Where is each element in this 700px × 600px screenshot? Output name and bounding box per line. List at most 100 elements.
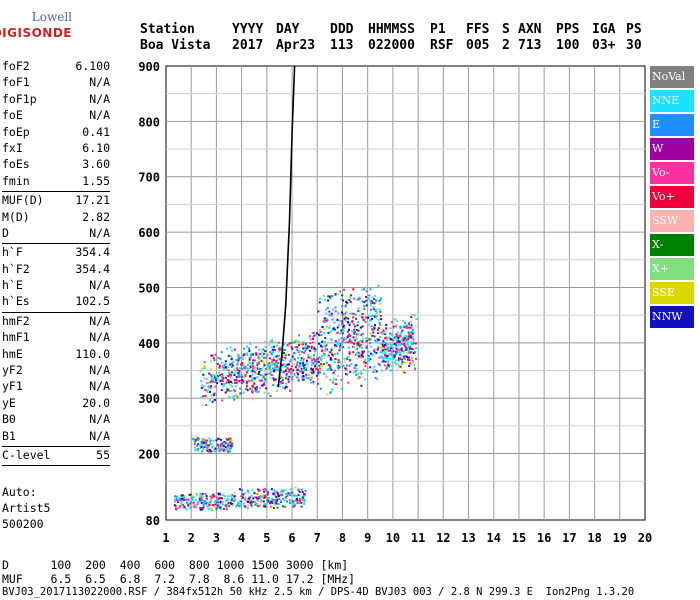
echo-point [340,346,343,349]
echo-point [285,375,288,378]
echo-point [252,359,255,362]
echo-point [351,330,354,333]
header-ffs-value: 005 [466,38,490,53]
echo-point [299,362,302,365]
echo-point [407,348,410,351]
echo-point [392,343,395,346]
echo-point [376,348,379,351]
param-row: B1 N/A [2,428,110,444]
echo-point [195,448,198,451]
echo-point [283,499,286,502]
echo-point [247,501,249,503]
echo-point [323,353,326,356]
echo-point [330,349,333,351]
echo-point [368,294,371,297]
echo-point [177,497,180,500]
param-key: hmF2 [2,313,30,328]
echo-point [279,376,282,379]
echo-point [345,338,348,341]
echo-point [297,349,300,352]
echo-point [378,321,381,324]
param-row: yF1 N/A [2,378,110,394]
echo-point [201,450,204,453]
echo-point [235,367,238,370]
autoscaling-info: Auto: Artist5 500200 [2,484,50,532]
echo-point [321,355,323,357]
echo-point [388,365,390,368]
echo-point [291,491,294,494]
echo-point [199,440,202,443]
echo-point [312,356,315,359]
echo-point [339,298,342,301]
echo-point [289,358,292,361]
echo-point [327,299,330,302]
echo-point [213,378,216,380]
param-row: foF1 N/A [2,74,110,90]
echo-point [367,297,369,300]
echo-point [276,506,279,509]
echo-point [282,490,284,493]
echo-point [263,503,266,506]
echo-point [257,372,260,375]
echo-point [266,493,269,496]
echo-point [207,386,210,389]
echo-point [298,369,301,372]
echo-point [245,367,248,370]
echo-point [324,345,327,348]
echo-point [350,340,353,343]
param-key: MUF(D) [2,193,44,208]
echo-point [206,449,209,452]
echo-point [311,335,314,338]
echo-point [348,312,351,315]
echo-point [385,344,388,347]
echo-point [244,496,247,499]
echo-point [243,367,246,369]
echo-point [291,500,294,503]
echo-point [346,364,348,367]
param-key: h`Es [2,294,30,309]
echo-point [253,371,256,374]
echo-point [379,310,382,313]
echo-point [286,494,289,497]
echo-point [348,324,351,327]
echo-point [398,351,401,354]
echo-point [196,447,199,450]
header-station-value: Boa Vista [140,38,211,53]
echo-point [355,346,358,349]
echo-point [353,367,356,370]
echo-point [242,497,244,499]
param-key: h`F [2,245,23,260]
echo-point [329,297,332,300]
echo-point [390,343,393,346]
echo-point [334,328,337,331]
echo-point [284,356,287,359]
echo-point [329,364,332,367]
echo-point [382,333,385,336]
chart-points [173,284,418,511]
echo-point [215,374,217,377]
echo-point [194,446,196,449]
echo-point [200,495,203,498]
echo-point [224,360,227,363]
echo-point [352,371,355,374]
echo-point [183,499,186,502]
echo-point [374,324,376,327]
echo-point [330,351,333,354]
param-value: N/A [89,75,110,90]
echo-point [224,446,227,449]
profile-curve [277,65,296,388]
echo-point [288,342,291,345]
echo-point [195,437,198,440]
echo-point [408,345,411,348]
echo-point [306,361,309,364]
echo-point [334,306,337,309]
echo-point [221,448,224,451]
echo-point [353,332,356,335]
echo-point [244,366,247,368]
echo-point [210,443,213,446]
echo-point [367,315,370,318]
echo-point [278,497,281,500]
echo-point [385,327,387,330]
echo-point [254,500,257,503]
echo-point [411,351,414,354]
